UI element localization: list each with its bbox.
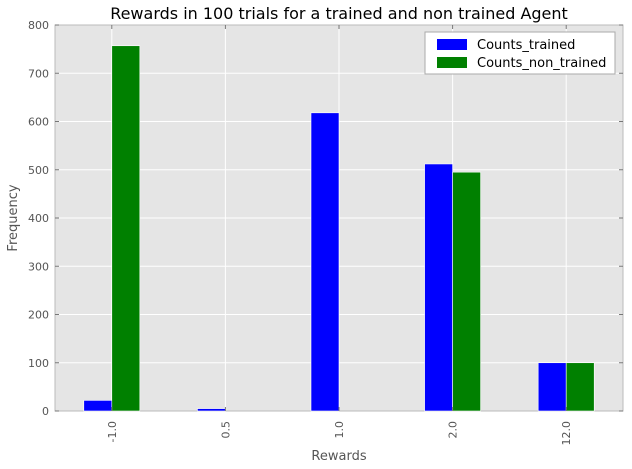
x-axis-label: Rewards: [311, 449, 366, 464]
x-tick-label: 0.5: [219, 421, 232, 439]
y-axis-label: Frequency: [6, 184, 21, 251]
legend-swatch: [437, 39, 467, 50]
y-tick-label: 100: [28, 357, 49, 370]
y-tick-label: 0: [42, 405, 49, 418]
bar-counts-trained-1: [197, 408, 226, 412]
bar-counts-non-trained-3: [452, 171, 481, 412]
y-tick-label: 500: [28, 164, 49, 177]
bar-counts-trained-3: [424, 163, 453, 412]
legend-label: Counts_trained: [477, 38, 575, 53]
chart-title: Rewards in 100 trials for a trained and …: [110, 4, 568, 23]
y-tick-label: 600: [28, 116, 49, 129]
x-tick-label: 12.0: [560, 421, 573, 446]
y-tick-label: 800: [28, 19, 49, 32]
bar-counts-trained-4: [537, 362, 567, 412]
x-tick-label: -1.0: [106, 421, 119, 442]
bars: [83, 45, 595, 412]
x-axis-ticks: -1.0 0.5 1.0 2.0 12.0: [106, 25, 573, 446]
bar-counts-non-trained-4: [565, 362, 595, 412]
x-tick-label: 1.0: [333, 421, 346, 439]
y-tick-label: 300: [28, 260, 49, 273]
bar-counts-non-trained-0: [111, 45, 141, 412]
legend-swatch: [437, 57, 467, 68]
legend-label: Counts_non_trained: [477, 56, 606, 71]
x-tick-label: 2.0: [447, 421, 460, 439]
y-tick-label: 400: [28, 212, 49, 225]
y-tick-label: 700: [28, 67, 49, 80]
y-axis-ticks: 0 100 200 300 400 500 600 700 800: [28, 19, 623, 418]
legend: Counts_trained Counts_non_trained: [424, 31, 616, 75]
bar-counts-trained-2: [310, 112, 340, 412]
bar-counts-trained-0: [83, 400, 113, 412]
y-tick-label: 200: [28, 309, 49, 322]
